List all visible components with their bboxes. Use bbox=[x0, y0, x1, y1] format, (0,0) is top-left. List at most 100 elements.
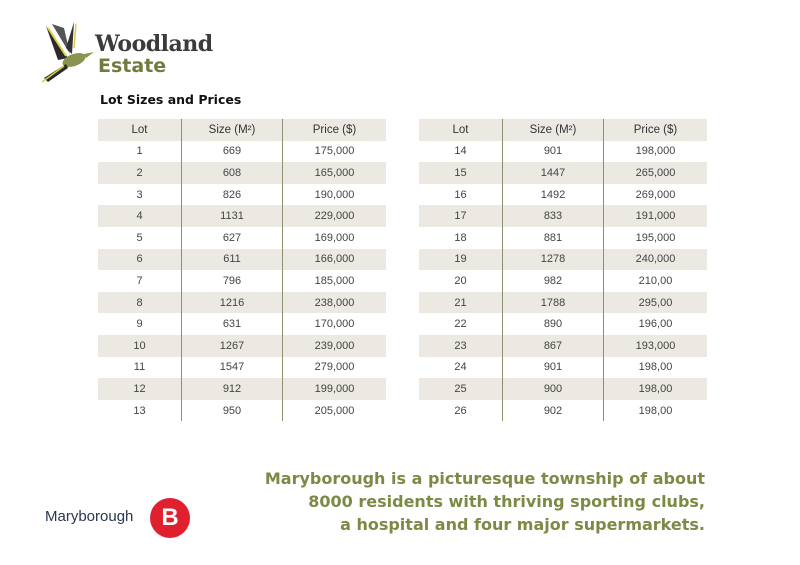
cell-size: 826 bbox=[181, 183, 283, 206]
cell-price: 238,000 bbox=[314, 296, 355, 309]
cell-lot: 10 bbox=[98, 334, 182, 357]
table-row: 14 901 198,000 bbox=[419, 140, 707, 163]
cell-price: 240,000 bbox=[635, 253, 676, 266]
cell-size: 867 bbox=[502, 334, 604, 357]
cell-price: 191,000 bbox=[635, 210, 676, 223]
table-row: 19 1278 240,000 bbox=[419, 248, 707, 271]
cell-lot: 8 bbox=[98, 291, 182, 314]
cell-size: 881 bbox=[502, 226, 604, 249]
cell-price: 198,000 bbox=[635, 145, 676, 158]
table-row: 2 608 165,000 bbox=[98, 162, 386, 184]
cell-size: 890 bbox=[502, 313, 604, 335]
page-title: Lot Sizes and Prices bbox=[100, 92, 242, 107]
table-row: 25 900 198,00 bbox=[419, 378, 707, 400]
table-row: 16 1492 269,000 bbox=[419, 183, 707, 206]
cell-price: 210,00 bbox=[638, 274, 673, 287]
cell-size: 912 bbox=[181, 378, 283, 400]
cell-size: 950 bbox=[181, 399, 283, 422]
table-header-row: Lot Size (M²) Price ($) bbox=[98, 119, 386, 141]
cell-lot: 21 bbox=[419, 291, 503, 314]
cell-size: 631 bbox=[181, 313, 283, 335]
cell-size: 1547 bbox=[181, 356, 283, 379]
table-row: 12 912 199,000 bbox=[98, 378, 386, 400]
cell-lot: 12 bbox=[98, 378, 182, 400]
cell-lot: 19 bbox=[419, 248, 503, 271]
cell-size: 611 bbox=[181, 248, 283, 271]
header-lot: Lot bbox=[419, 119, 503, 141]
township-description: Maryborough is a picturesque township of… bbox=[265, 467, 705, 536]
description-line: Maryborough is a picturesque township of… bbox=[264, 469, 705, 488]
header-size: Size (M²) bbox=[181, 119, 283, 141]
table-row: 11 1547 279,000 bbox=[98, 356, 386, 379]
cell-size: 902 bbox=[502, 399, 604, 422]
cell-lot: 7 bbox=[98, 270, 182, 292]
cell-price: 265,000 bbox=[635, 166, 676, 179]
cell-lot: 22 bbox=[419, 313, 503, 335]
cell-lot: 9 bbox=[98, 313, 182, 335]
cell-lot: 18 bbox=[419, 226, 503, 249]
cell-lot: 4 bbox=[98, 205, 182, 227]
cell-size: 833 bbox=[502, 205, 604, 227]
cell-size: 901 bbox=[502, 356, 604, 379]
cell-lot: 23 bbox=[419, 334, 503, 357]
cell-lot: 6 bbox=[98, 248, 182, 271]
cell-size: 900 bbox=[502, 378, 604, 400]
cell-size: 1788 bbox=[502, 291, 604, 314]
cell-price: 198,00 bbox=[638, 382, 673, 395]
table-row: 24 901 198,00 bbox=[419, 356, 707, 379]
maryborough-logo-text: Maryborough bbox=[45, 508, 134, 525]
cell-price: 239,000 bbox=[314, 339, 355, 352]
table-row: 4 1131 229,000 bbox=[98, 205, 386, 227]
lots-table-right: Lot Size (M²) Price ($) 14 901 198,000 15 14… bbox=[419, 119, 707, 422]
cell-price: 166,000 bbox=[314, 253, 355, 266]
description-line: a hospital and four major supermarkets. bbox=[340, 515, 705, 534]
cell-lot: 25 bbox=[419, 378, 503, 400]
table-row: 15 1447 265,000 bbox=[419, 162, 707, 184]
table-row: 20 982 210,00 bbox=[419, 270, 707, 292]
cell-size: 1447 bbox=[502, 162, 604, 184]
cell-price: 165,000 bbox=[314, 166, 355, 179]
cell-size: 1267 bbox=[181, 334, 283, 357]
bird-icon bbox=[41, 22, 94, 83]
cell-size: 669 bbox=[181, 140, 283, 163]
cell-size: 1492 bbox=[502, 183, 604, 206]
table-row: 1 669 175,000 bbox=[98, 140, 386, 163]
cell-price: 198,00 bbox=[638, 361, 673, 374]
cell-price: 269,000 bbox=[635, 188, 676, 201]
header-price: Price ($) bbox=[312, 123, 357, 136]
cell-size: 982 bbox=[502, 270, 604, 292]
header-price: Price ($) bbox=[633, 123, 678, 136]
cell-price: 199,000 bbox=[314, 382, 355, 395]
cell-size: 627 bbox=[181, 226, 283, 249]
cell-size: 901 bbox=[502, 140, 604, 163]
cell-lot: 20 bbox=[419, 270, 503, 292]
table-row: 10 1267 239,000 bbox=[98, 334, 386, 357]
header-lot: Lot bbox=[98, 119, 182, 141]
table-row: 3 826 190,000 bbox=[98, 183, 386, 206]
cell-lot: 16 bbox=[419, 183, 503, 206]
cell-lot: 5 bbox=[98, 226, 182, 249]
cell-lot: 1 bbox=[98, 140, 182, 163]
table-row: 17 833 191,000 bbox=[419, 205, 707, 227]
table-row: 26 902 198,00 bbox=[419, 399, 707, 422]
table-row: 9 631 170,000 bbox=[98, 313, 386, 335]
table-row: 22 890 196,00 bbox=[419, 313, 707, 335]
cell-price: 195,000 bbox=[635, 231, 676, 244]
cell-price: 175,000 bbox=[314, 145, 355, 158]
cell-lot: 14 bbox=[419, 140, 503, 163]
description-line: 8000 residents with thriving sporting cl… bbox=[308, 492, 705, 511]
table-row: 8 1216 238,000 bbox=[98, 291, 386, 314]
cell-size: 1216 bbox=[181, 291, 283, 314]
table-row: 18 881 195,000 bbox=[419, 226, 707, 249]
table-row: 13 950 205,000 bbox=[98, 399, 386, 422]
cell-lot: 3 bbox=[98, 183, 182, 206]
cell-price: 190,000 bbox=[314, 188, 355, 201]
cell-size: 1131 bbox=[181, 205, 283, 227]
cell-price: 170,000 bbox=[314, 318, 355, 331]
cell-price: 229,000 bbox=[314, 210, 355, 223]
cell-lot: 15 bbox=[419, 162, 503, 184]
cell-price: 279,000 bbox=[314, 361, 355, 374]
cell-price: 205,000 bbox=[314, 404, 355, 417]
cell-lot: 13 bbox=[98, 399, 182, 422]
brand-subname: Estate bbox=[98, 55, 167, 77]
